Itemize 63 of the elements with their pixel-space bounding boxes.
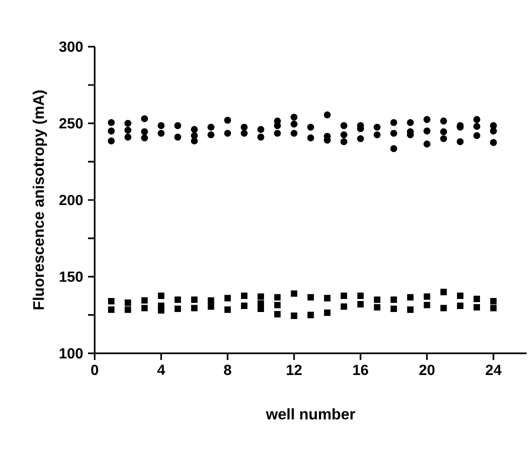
y-tick-label: 300	[59, 41, 83, 52]
point	[374, 296, 380, 303]
point	[174, 306, 181, 312]
point	[174, 296, 181, 303]
y-tick-label: 250	[59, 118, 83, 129]
point	[224, 306, 231, 313]
point	[456, 302, 464, 309]
point	[290, 290, 298, 297]
y-tick-label: 100	[60, 348, 83, 359]
point	[456, 292, 464, 300]
point	[274, 311, 281, 318]
y-axis-title: Fluorescence anisotropy (mA)	[32, 90, 47, 310]
point	[108, 298, 114, 304]
point	[108, 306, 114, 313]
point	[357, 292, 364, 300]
point	[340, 292, 348, 300]
point	[191, 304, 198, 312]
point	[191, 296, 198, 303]
point	[407, 294, 414, 301]
point	[307, 294, 314, 301]
point	[274, 294, 281, 301]
point	[208, 297, 214, 304]
y-tick-label: 150	[60, 271, 83, 282]
point	[490, 298, 497, 304]
point	[324, 294, 330, 302]
point	[407, 306, 414, 313]
point	[340, 303, 348, 310]
point	[124, 306, 132, 313]
point	[141, 304, 148, 312]
x-tick-label: 12	[286, 364, 302, 375]
point	[258, 306, 264, 312]
point	[141, 297, 148, 304]
point	[374, 304, 380, 311]
point	[440, 304, 447, 312]
point	[324, 309, 330, 316]
point	[474, 304, 480, 311]
x-tick-label: 8	[224, 364, 232, 376]
point	[241, 302, 248, 309]
x-tick-label: 16	[353, 364, 368, 376]
point	[158, 292, 164, 300]
x-tick-label: 4	[157, 364, 166, 375]
point	[390, 306, 397, 312]
point	[274, 302, 281, 308]
point	[390, 296, 397, 303]
point	[290, 312, 298, 319]
point	[224, 294, 231, 302]
point	[357, 301, 364, 308]
point	[124, 300, 132, 306]
x-tick-label: 0	[91, 364, 98, 376]
point	[474, 296, 480, 302]
point	[158, 307, 164, 314]
point	[208, 303, 214, 310]
point	[258, 293, 264, 300]
point	[490, 304, 497, 312]
x-tick-label: 24	[486, 364, 502, 375]
point	[241, 292, 248, 300]
point	[440, 288, 447, 296]
point	[307, 312, 314, 318]
x-axis-title: well number	[266, 408, 356, 420]
x-tick-label: 20	[419, 364, 435, 376]
point	[424, 293, 430, 300]
point	[424, 302, 430, 308]
y-tick-label: 200	[59, 194, 83, 206]
